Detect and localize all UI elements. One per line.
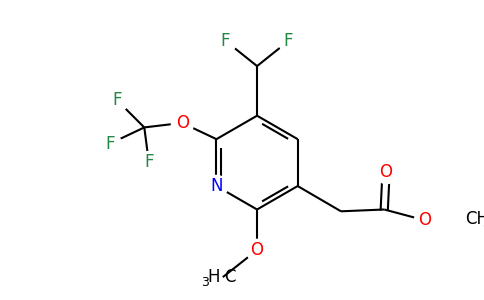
Text: O: O bbox=[176, 114, 189, 132]
Text: F: F bbox=[284, 32, 293, 50]
Text: H: H bbox=[208, 268, 220, 286]
Text: N: N bbox=[210, 177, 223, 195]
Text: O: O bbox=[418, 211, 431, 229]
Text: O: O bbox=[251, 241, 264, 259]
Text: F: F bbox=[221, 32, 230, 50]
Text: O: O bbox=[379, 163, 393, 181]
Text: F: F bbox=[112, 92, 122, 110]
Text: 3: 3 bbox=[201, 276, 209, 289]
Text: CH: CH bbox=[466, 209, 484, 227]
Text: C: C bbox=[225, 268, 236, 286]
Text: F: F bbox=[105, 135, 115, 153]
Text: F: F bbox=[144, 153, 153, 171]
Text: 3: 3 bbox=[483, 218, 484, 230]
